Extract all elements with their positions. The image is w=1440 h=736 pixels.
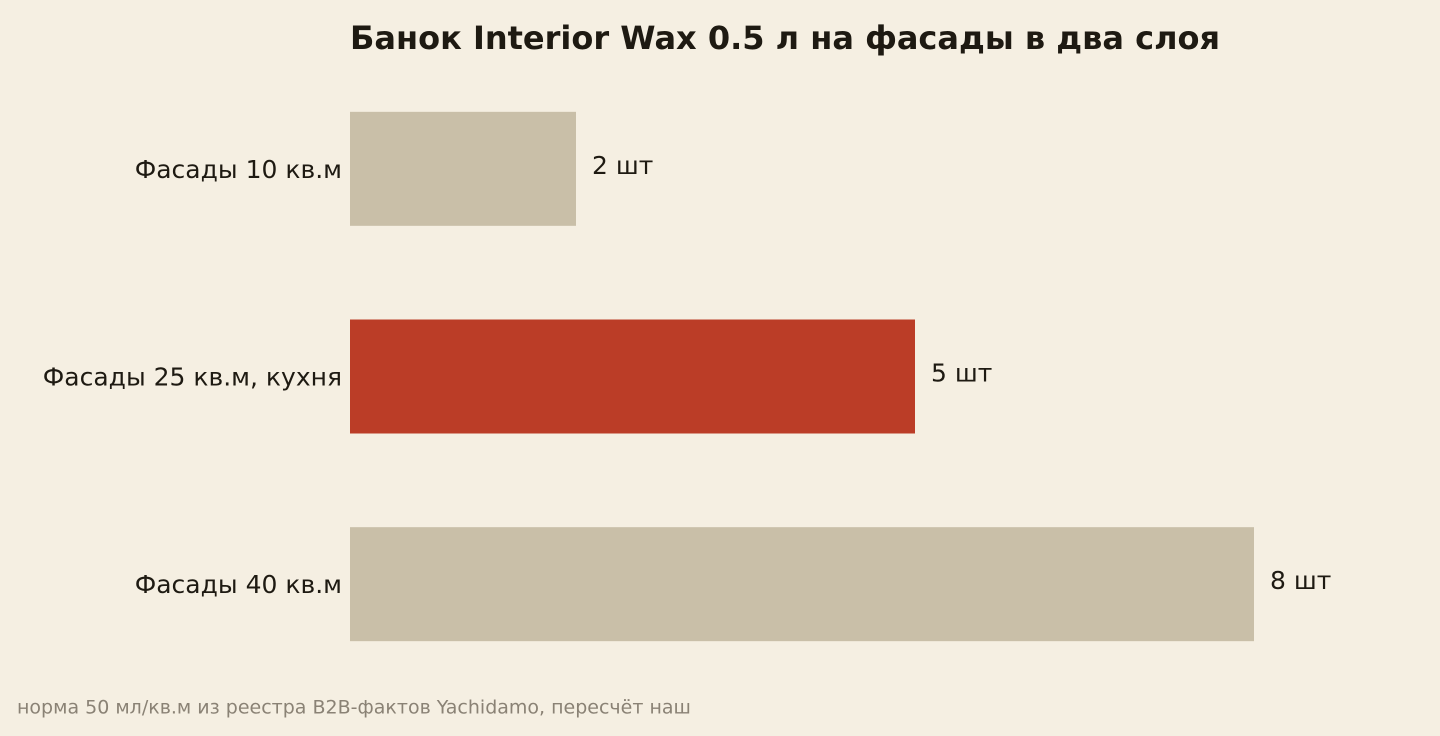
chart-title: Банок Interior Wax 0.5 л на фасады в два…: [350, 19, 1220, 57]
caption: норма 50 мл/кв.м из реестра B2B-фактов Y…: [17, 697, 691, 719]
y-tick-label: Фасады 10 кв.м: [135, 155, 342, 184]
value-label: 8 шт: [1270, 566, 1331, 595]
y-tick-label: Фасады 40 кв.м: [135, 570, 342, 599]
bar: [350, 111, 576, 226]
value-label: 5 шт: [931, 359, 992, 388]
bar: [350, 319, 915, 434]
y-tick-label: Фасады 25 кв.м, кухня: [43, 363, 342, 392]
value-label: 2 шт: [592, 151, 653, 180]
bar: [350, 527, 1254, 642]
